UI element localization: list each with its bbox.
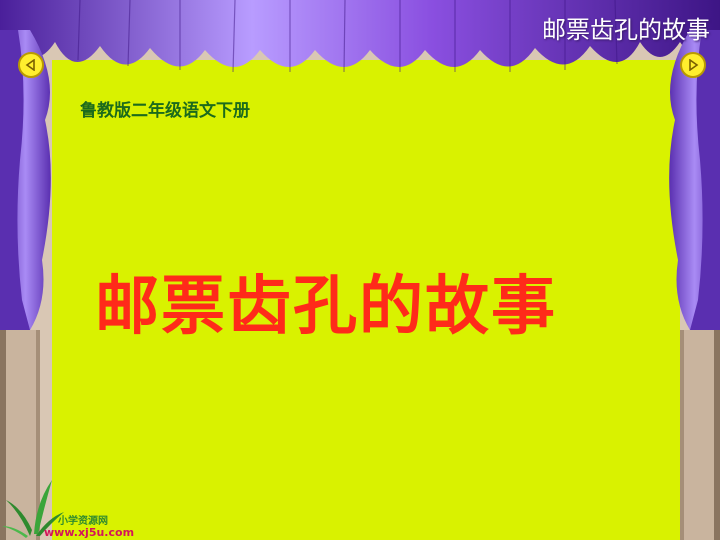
right-curtain [669, 30, 720, 540]
logo-site-name: 小学资源网 [58, 516, 108, 527]
logo-site-url[interactable]: www.xj5u.com [44, 526, 135, 539]
header-title: 邮票齿孔的故事 [542, 16, 710, 44]
triangle-left-icon [25, 59, 35, 71]
top-valance [0, 0, 720, 73]
site-logo-icon [2, 480, 64, 538]
triangle-right-icon [689, 59, 699, 71]
slide-screen [52, 60, 680, 540]
left-curtain [0, 30, 51, 540]
next-slide-button[interactable] [680, 52, 706, 78]
previous-slide-button[interactable] [18, 52, 44, 78]
slide-main-title: 邮票齿孔的故事 [95, 270, 557, 344]
slide-subtitle: 鲁教版二年级语文下册 [80, 101, 250, 121]
